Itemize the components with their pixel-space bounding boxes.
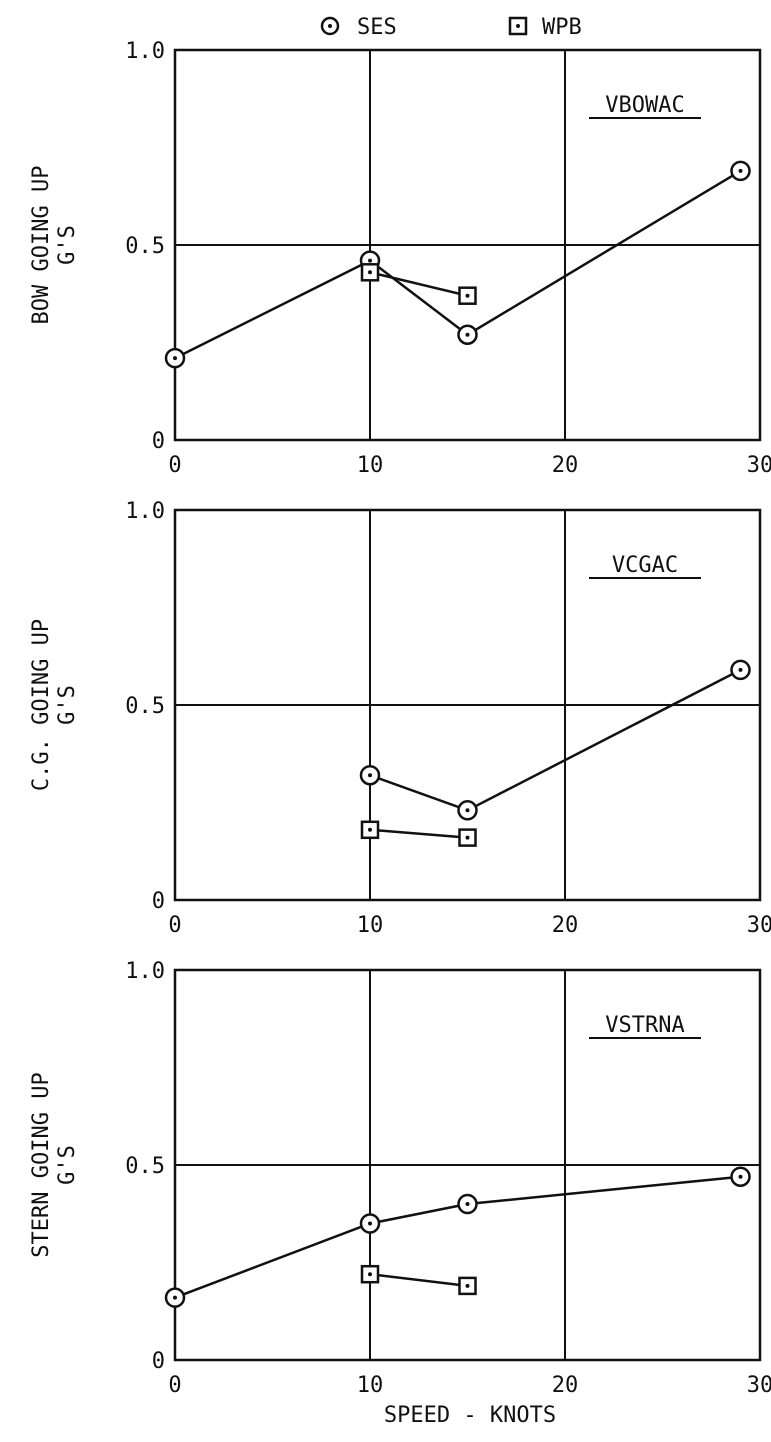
stern-x-tick-label-0: 0: [168, 1373, 181, 1398]
stern-y-tick-label-1.0: 1.0: [125, 959, 165, 984]
legend-wpb-marker-dot: [516, 24, 520, 28]
bow-ses-line: [174, 169, 742, 360]
bow-x-tick-label-30: 30: [747, 453, 771, 478]
cg-wpb-point-dot-1: [465, 835, 470, 840]
cg-title: VCGAC: [612, 553, 678, 578]
cg-plot-frame: [173, 508, 762, 902]
bow-title: VBOWAC: [605, 93, 684, 118]
stern-x-tick-label-30: 30: [747, 1373, 771, 1398]
stern-ses-line: [174, 1175, 741, 1299]
x-axis-label: SPEED - KNOTS: [384, 1403, 556, 1428]
cg-x-tick-label-20: 20: [552, 913, 579, 938]
cg-ses-line: [369, 668, 742, 812]
cg-ses-point-dot-2: [738, 667, 743, 672]
stern-x-tick-label-20: 20: [552, 1373, 579, 1398]
bow-x-tick-label-10: 10: [357, 453, 384, 478]
legend: SES WPB: [320, 15, 582, 40]
bow-ses-point-dot-3: [738, 168, 743, 173]
stern-ses-point-dot-1: [368, 1221, 372, 1226]
cg-wpb-point-dot-0: [368, 827, 372, 832]
legend-wpb-label: WPB: [542, 15, 582, 40]
cg-y-tick-label-0.5: 0.5: [125, 694, 165, 719]
stern-x-tick-label-10: 10: [357, 1373, 384, 1398]
stern-title: VSTRNA: [605, 1013, 684, 1038]
cg-y-tick-label-1.0: 1.0: [125, 499, 165, 524]
bow-wpb-line: [369, 271, 468, 297]
bow-y-tick-label-0.5: 0.5: [125, 234, 165, 259]
cg-panel: 0 10 20 30 0 0.5 1.0 VCGAC C.G. GOING UP G'S: [29, 499, 771, 938]
stern-ses-point-dot-3: [738, 1174, 743, 1179]
bow-ses-point-dot-2: [465, 332, 470, 337]
bow-plot-frame: [173, 48, 762, 442]
bow-wpb-point-dot-0: [368, 270, 372, 275]
stern-y-axis-label-line2: G'S: [55, 1145, 80, 1185]
cg-y-axis-label-line1: C.G. GOING UP: [29, 619, 54, 791]
bow-y-tick-label-0: 0: [152, 429, 165, 454]
stern-wpb-point-dot-0: [368, 1272, 372, 1277]
stern-panel: 0 10 20 30 0 0.5 1.0 VSTRNA STERN GOING UP G'S: [29, 959, 771, 1398]
legend-ses-label: SES: [357, 15, 397, 40]
bow-x-tick-label-20: 20: [552, 453, 579, 478]
stern-y-axis-label-line1: STERN GOING UP: [29, 1072, 54, 1257]
bow-panel: 0 10 20 30 0 0.5 1.0 VBOWAC BOW GOING UP G'S: [29, 39, 771, 478]
cg-x-tick-label-0: 0: [168, 913, 181, 938]
cg-x-tick-label-10: 10: [357, 913, 384, 938]
cg-ses-point-dot-1: [465, 808, 470, 813]
cg-y-axis-label-line2: G'S: [55, 685, 80, 725]
bow-y-axis-label-line1: BOW GOING UP: [29, 166, 54, 325]
stern-wpb-point-dot-1: [465, 1283, 470, 1288]
cg-y-tick-label-0: 0: [152, 889, 165, 914]
stern-y-tick-label-0: 0: [152, 1349, 165, 1374]
legend-ses-marker-dot: [328, 24, 332, 28]
bow-x-tick-label-0: 0: [168, 453, 181, 478]
stern-ses-point-dot-0: [173, 1295, 177, 1300]
stern-wpb-line: [369, 1272, 468, 1288]
cg-x-tick-label-30: 30: [747, 913, 771, 938]
stern-y-tick-label-0.5: 0.5: [125, 1154, 165, 1179]
bow-wpb-point-dot-1: [465, 293, 470, 298]
bow-y-axis-label-line2: G'S: [55, 225, 80, 265]
stern-plot-frame: [173, 968, 762, 1362]
cg-ses-point-dot-0: [368, 773, 372, 778]
bow-ses-point-dot-1: [368, 258, 372, 263]
cg-wpb-line: [369, 828, 468, 839]
stern-ses-point-dot-2: [465, 1202, 470, 1206]
bow-y-tick-label-1.0: 1.0: [125, 39, 165, 64]
bow-ses-point-dot-0: [173, 356, 177, 361]
